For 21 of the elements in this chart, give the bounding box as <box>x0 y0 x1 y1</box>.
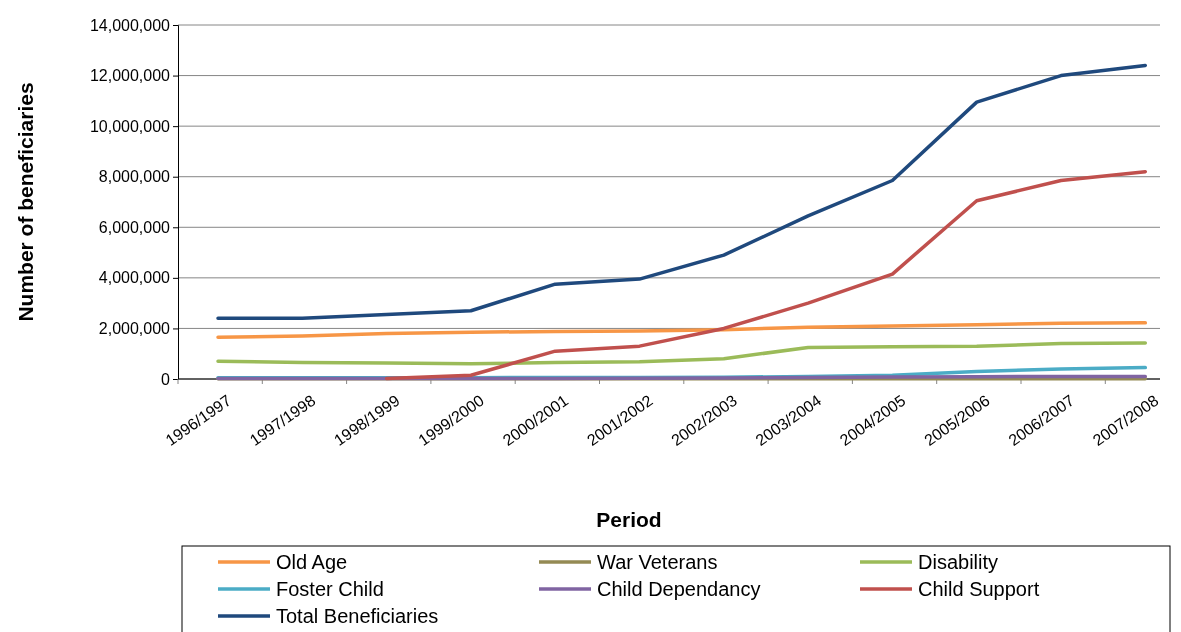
legend-label: War Veterans <box>597 551 718 573</box>
y-tick-label: 8,000,000 <box>98 168 171 186</box>
legend-label: Old Age <box>276 551 348 573</box>
legend-label: Disability <box>918 551 999 573</box>
line-series <box>384 169 1148 381</box>
y-tick-label: 0 <box>161 370 171 388</box>
y-tick-label: 10,000,000 <box>89 117 171 135</box>
legend-label: Foster Child <box>276 578 384 600</box>
y-tick-label: 12,000,000 <box>89 67 171 85</box>
line-series <box>216 63 1148 321</box>
legend-label: Child Support <box>918 578 1040 600</box>
y-tick-label: 14,000,000 <box>89 16 171 34</box>
legend-label: Child Dependancy <box>597 578 761 600</box>
y-tick-label: 2,000,000 <box>98 320 171 338</box>
line-series <box>216 321 1148 340</box>
y-axis-title: Number of beneficiaries <box>14 82 37 322</box>
y-tick-label: 6,000,000 <box>98 218 171 236</box>
legend-label: Total Beneficiaries <box>276 605 439 627</box>
line-series <box>216 341 1148 366</box>
y-tick-label: 4,000,000 <box>98 269 171 287</box>
x-axis-title: Period <box>596 508 662 531</box>
